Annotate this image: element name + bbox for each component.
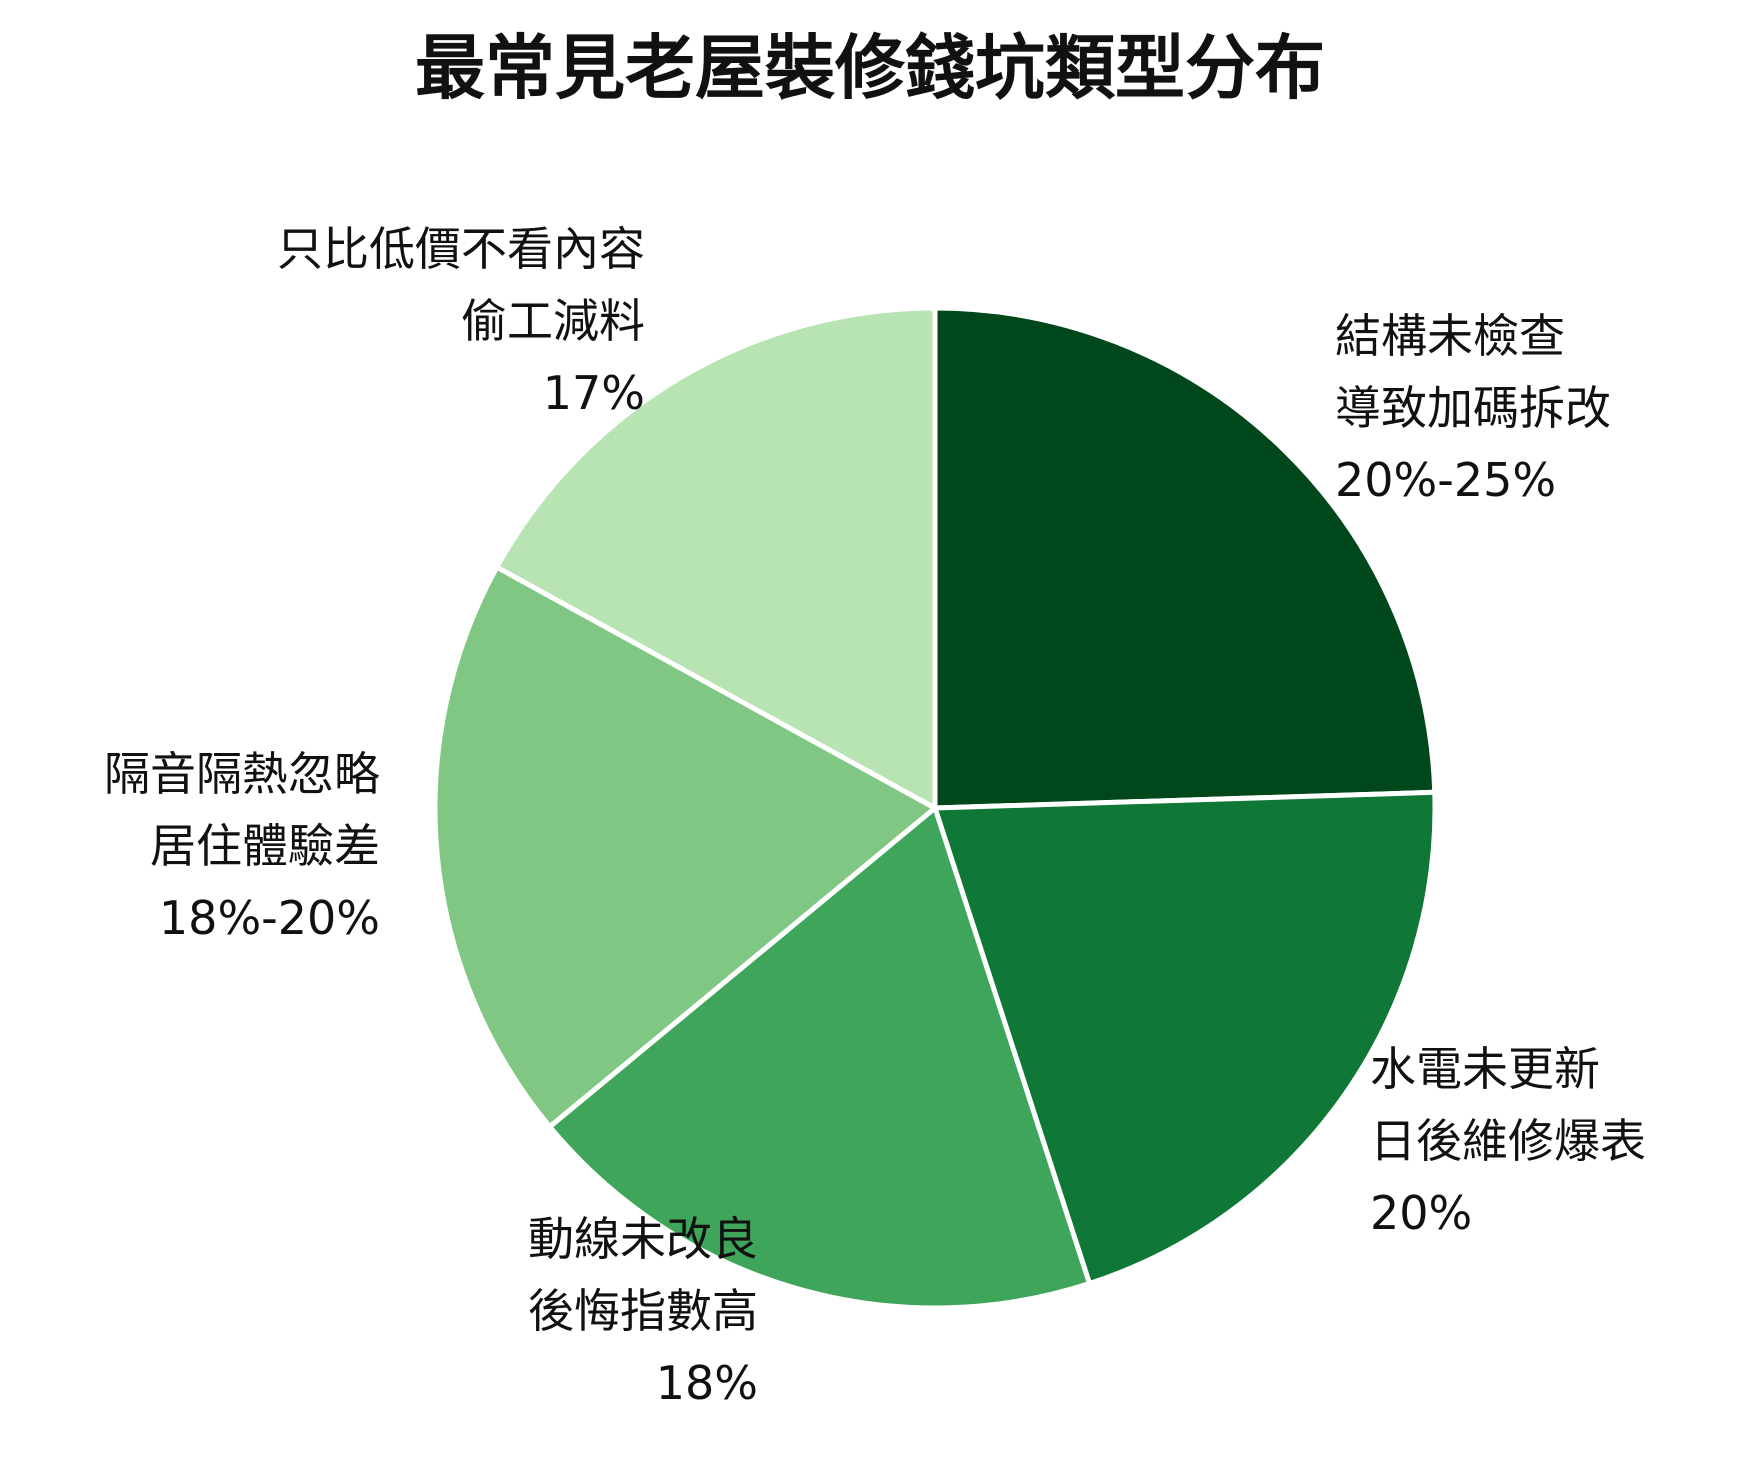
- slice-category-line: 日後維修爆表: [1370, 1114, 1646, 1168]
- slice-category-line: 偷工減料: [461, 294, 645, 348]
- slice-label-1: 結構未檢查導致加碼拆改 20%-25%: [1335, 309, 1611, 507]
- slice-label-3: 動線未改良後悔指數高 18%: [528, 1212, 758, 1410]
- pie-slice-2: [932, 789, 1438, 1287]
- slice-category-line: 隔音隔熱忽略: [104, 747, 380, 801]
- slice-label-2: 水電未更新日後維修爆表 20%: [1370, 1042, 1646, 1240]
- slice-category-line: 導致加碼拆改: [1335, 381, 1611, 435]
- slice-category-line: 結構未檢查: [1335, 309, 1565, 363]
- pie-slice-5: [494, 305, 938, 811]
- pie-slice-3: [547, 805, 1093, 1311]
- pie-slice-4: [432, 564, 938, 1130]
- slice-label-4: 隔音隔熱忽略居住體驗差 18%-20%: [104, 747, 380, 945]
- pie-labels: 結構未檢查導致加碼拆改 20%-25% 水電未更新日後維修爆表 20% 動線未改良後悔指…: [104, 222, 1646, 1410]
- slice-category-line: 後悔指數高: [528, 1284, 758, 1338]
- pie-slice-1: [932, 305, 1438, 811]
- slice-label-5: 只比低價不看內容偷工減料 17%: [277, 222, 645, 420]
- slice-category-line: 居住體驗差: [150, 819, 380, 873]
- slice-value-label: 20%-25%: [1335, 453, 1556, 507]
- slice-category-line: 動線未改良: [528, 1212, 758, 1266]
- slice-category-line: 只比低價不看內容: [277, 222, 645, 276]
- slice-category-line: 水電未更新: [1370, 1042, 1600, 1096]
- slice-value-label: 18%: [656, 1356, 758, 1410]
- slice-value-label: 17%: [543, 366, 645, 420]
- slice-value-label: 18%-20%: [159, 891, 380, 945]
- pie-slices: [432, 305, 1438, 1311]
- chart-title: 最常見老屋裝修錢坑類型分布: [415, 27, 1325, 109]
- slice-value-label: 20%: [1370, 1186, 1472, 1240]
